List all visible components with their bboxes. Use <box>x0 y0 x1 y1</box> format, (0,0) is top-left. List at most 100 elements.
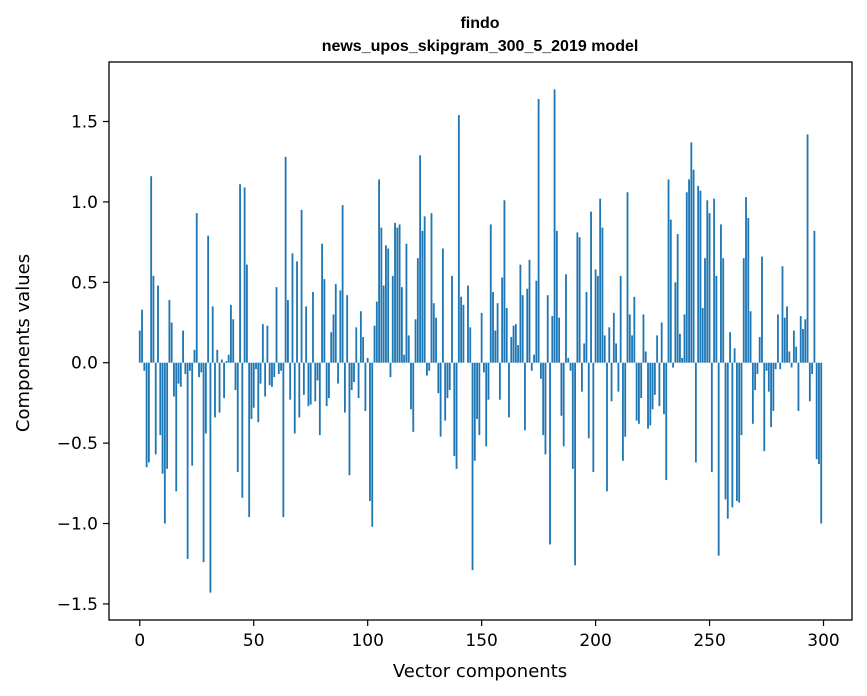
bar <box>453 362 456 456</box>
bar <box>173 362 175 397</box>
bar <box>316 362 319 381</box>
x-axis-label: Vector components <box>393 661 567 682</box>
bar <box>380 227 383 363</box>
bar <box>706 200 709 363</box>
bar <box>426 362 428 376</box>
y-tick-label: −1.0 <box>57 515 98 535</box>
bar <box>704 258 706 363</box>
bar <box>241 362 244 498</box>
bar <box>168 299 171 363</box>
bar <box>537 98 540 363</box>
bar <box>416 258 419 363</box>
bar <box>587 362 590 439</box>
bar <box>592 362 595 473</box>
bar <box>619 275 622 363</box>
bar <box>175 362 178 492</box>
bar <box>255 362 257 370</box>
bar <box>724 362 727 500</box>
bar <box>357 362 360 399</box>
bar <box>510 336 513 363</box>
bar <box>735 362 738 502</box>
bar <box>669 219 672 363</box>
bar <box>348 362 351 476</box>
bar <box>487 362 490 400</box>
bar <box>462 304 465 363</box>
bar <box>512 325 515 363</box>
bar <box>514 324 517 363</box>
bar <box>672 362 674 368</box>
bar <box>407 335 410 363</box>
bar <box>517 345 520 363</box>
bar <box>400 287 403 363</box>
bar <box>713 198 716 363</box>
bar <box>539 362 542 379</box>
bar <box>496 303 499 363</box>
bar <box>740 362 743 436</box>
bar <box>403 354 406 363</box>
bar <box>615 343 618 363</box>
bar <box>701 308 704 363</box>
bar <box>325 362 328 407</box>
bar <box>733 348 736 363</box>
bar <box>152 275 155 363</box>
bar <box>266 325 269 363</box>
bar <box>792 330 795 363</box>
bar <box>446 362 449 399</box>
bar <box>147 362 150 463</box>
bar <box>608 327 611 363</box>
chart-subtitle: news_upos_skipgram_300_5_2019 model <box>322 38 639 55</box>
bar <box>328 362 330 399</box>
bar <box>248 362 251 518</box>
bar <box>786 306 788 363</box>
bar <box>200 362 203 373</box>
x-tick-label: 300 <box>807 631 839 651</box>
bar <box>585 291 588 363</box>
bar <box>594 269 597 363</box>
bar <box>761 256 763 363</box>
bar <box>754 362 757 391</box>
bar <box>544 362 547 455</box>
bar <box>202 362 205 563</box>
bar <box>562 362 565 447</box>
x-tick-label: 200 <box>579 631 611 651</box>
bar <box>649 362 652 426</box>
bar <box>198 362 200 378</box>
bar <box>398 224 401 363</box>
bar <box>188 362 191 371</box>
bar <box>578 237 581 363</box>
bar <box>330 332 333 363</box>
bar <box>658 362 661 407</box>
bar <box>218 362 221 413</box>
bar <box>811 362 814 374</box>
bar <box>318 362 321 436</box>
bar <box>665 362 668 481</box>
bar <box>808 362 811 402</box>
bar <box>676 234 679 363</box>
bar <box>485 362 488 447</box>
bar <box>448 362 451 391</box>
y-axis-label: Components values <box>13 254 34 432</box>
bar <box>177 362 180 384</box>
bar <box>444 362 447 421</box>
bar <box>526 288 529 363</box>
bar <box>227 354 230 363</box>
bar <box>501 277 504 363</box>
bar <box>708 213 711 363</box>
bar <box>391 275 394 363</box>
bar <box>576 232 579 363</box>
bar <box>300 209 303 363</box>
bar <box>154 362 157 455</box>
x-tick-label: 100 <box>351 631 383 651</box>
bar <box>161 362 164 474</box>
bar <box>610 362 613 402</box>
bar <box>457 115 460 363</box>
bar <box>637 362 640 424</box>
bar <box>421 230 424 363</box>
bar <box>722 258 725 363</box>
bar <box>820 362 823 524</box>
bar <box>642 314 645 363</box>
bar <box>596 275 599 363</box>
bar <box>478 362 481 436</box>
y-axis-ticks: −1.5 −1.0 −0.5 0.0 0.5 1.0 1.5 <box>57 112 109 615</box>
